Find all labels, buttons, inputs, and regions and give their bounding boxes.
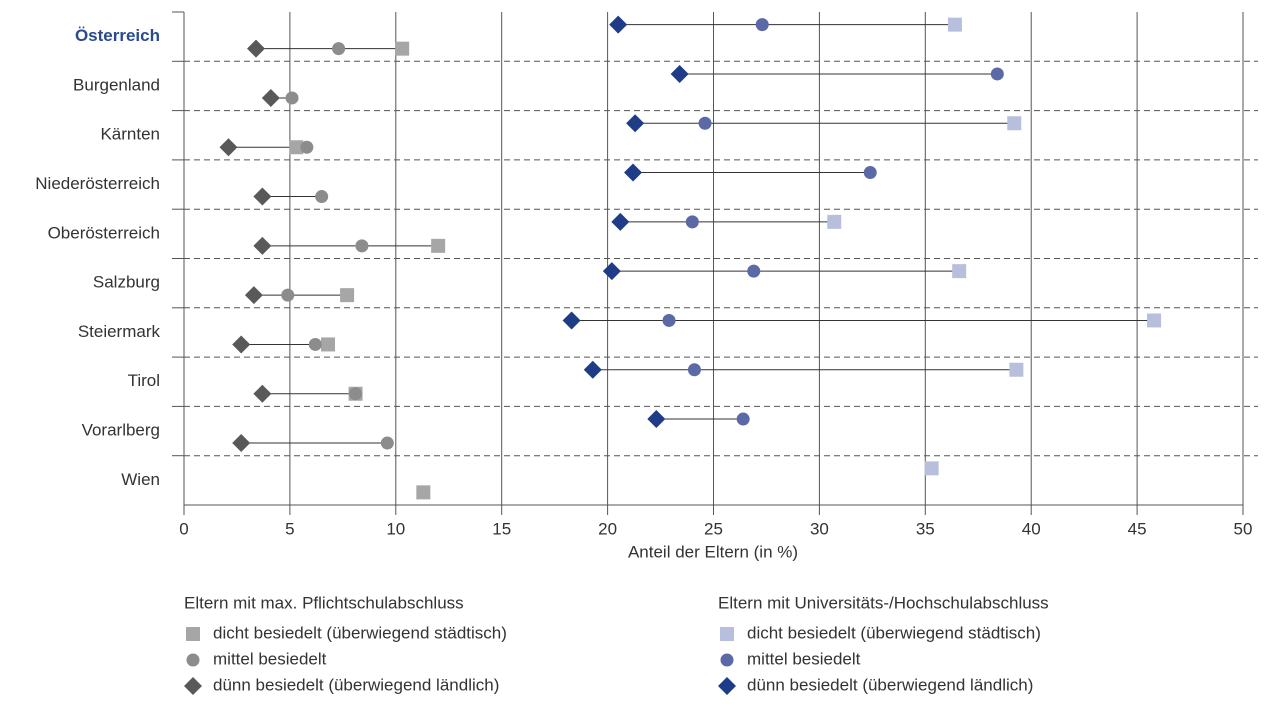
x-axis-label: Anteil der Eltern (in %) [628,542,798,561]
data-point [685,215,699,229]
data-point [253,236,272,255]
x-tick-label: 20 [598,519,617,538]
data-point [647,410,666,429]
data-point [253,187,272,206]
data-point [952,264,967,279]
data-point [736,412,750,426]
data-point [670,64,689,83]
data-point [281,288,295,302]
legend-label: dünn besiedelt (überwiegend ländlich) [747,675,1033,694]
data-point [1007,116,1022,131]
category-label: Oberösterreich [48,223,160,242]
x-tick-label: 10 [386,519,405,538]
data-point [583,360,602,379]
data-point [747,264,761,278]
data-point [321,337,336,352]
category-label: Burgenland [73,75,160,94]
data-point [395,41,410,56]
data-point [232,335,251,354]
data-point [340,288,355,303]
data-point [827,214,842,229]
category-label: Kärnten [100,125,160,144]
data-point [863,166,877,180]
data-point [244,286,263,305]
legend-marker [720,653,734,667]
data-point [219,138,238,157]
data-point [416,485,431,500]
category-label: Tirol [128,371,160,390]
x-tick-label: 40 [1022,519,1041,538]
category-label: Niederösterreich [35,174,160,193]
data-point [602,262,621,281]
data-point [300,140,314,154]
x-tick-label: 35 [916,519,935,538]
legend-marker [186,653,200,667]
legend-label: dünn besiedelt (überwiegend ländlich) [213,675,499,694]
category-label: Salzburg [93,273,160,292]
data-point [562,311,581,330]
data-point [611,212,630,231]
data-point [315,190,329,204]
category-label: Steiermark [78,322,161,341]
data-point [662,313,676,327]
data-point [687,363,701,377]
x-tick-label: 45 [1128,519,1147,538]
data-point [380,436,394,450]
legend-title: Eltern mit Universitäts-/Hochschulabschl… [718,593,1049,612]
legend-label: mittel besiedelt [213,649,327,668]
x-tick-label: 5 [285,519,294,538]
data-point [698,116,712,130]
data-point [355,239,369,253]
data-point [947,17,962,32]
data-point [261,88,280,107]
legend-marker [184,677,202,695]
data-point [253,384,272,403]
x-tick-label: 0 [179,519,188,538]
x-tick-label: 30 [810,519,829,538]
x-tick-label: 50 [1234,519,1253,538]
legend-label: mittel besiedelt [747,649,861,668]
data-point [924,461,939,476]
data-point [1009,362,1024,377]
data-point [624,163,643,182]
legend-label: dicht besiedelt (überwiegend städtisch) [213,623,507,642]
data-point [431,238,446,253]
data-point [990,67,1004,81]
data-point [349,387,363,401]
category-label: Vorarlberg [82,421,160,440]
data-point [609,15,628,34]
data-point [285,91,299,105]
data-point [289,140,304,155]
data-point [755,18,769,32]
legend-title: Eltern mit max. Pflichtschulabschluss [184,593,464,612]
legend-label: dicht besiedelt (überwiegend städtisch) [747,623,1041,642]
category-label: Österreich [75,26,160,45]
legend-marker [186,627,200,641]
category-label: Wien [121,470,160,489]
data-point [308,337,322,351]
data-point [626,114,645,133]
data-point [232,434,251,453]
legend-marker [718,677,736,695]
legend-marker [720,627,734,641]
data-point [247,39,266,58]
data-point [332,42,346,56]
x-tick-label: 15 [492,519,511,538]
data-point [1147,313,1162,328]
x-tick-label: 25 [704,519,723,538]
